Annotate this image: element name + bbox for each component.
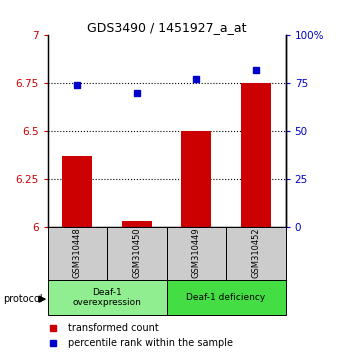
- Bar: [107, 227, 167, 280]
- Bar: [241, 83, 271, 227]
- Text: Deaf-1 deficiency: Deaf-1 deficiency: [186, 293, 266, 302]
- Bar: [167, 280, 286, 315]
- Text: Deaf-1
overexpression: Deaf-1 overexpression: [73, 288, 141, 307]
- Bar: [63, 156, 92, 227]
- Bar: [122, 221, 152, 227]
- Bar: [48, 227, 107, 280]
- Text: percentile rank within the sample: percentile rank within the sample: [68, 338, 233, 348]
- Text: GSM310452: GSM310452: [251, 228, 260, 279]
- Text: transformed count: transformed count: [68, 322, 158, 332]
- Bar: [167, 227, 226, 280]
- Bar: [182, 131, 211, 227]
- Text: GSM310450: GSM310450: [132, 228, 141, 279]
- Text: GSM310448: GSM310448: [73, 228, 82, 279]
- Title: GDS3490 / 1451927_a_at: GDS3490 / 1451927_a_at: [87, 21, 246, 34]
- Text: GSM310449: GSM310449: [192, 228, 201, 279]
- Bar: [226, 227, 286, 280]
- Text: protocol: protocol: [3, 294, 43, 304]
- Bar: [48, 280, 167, 315]
